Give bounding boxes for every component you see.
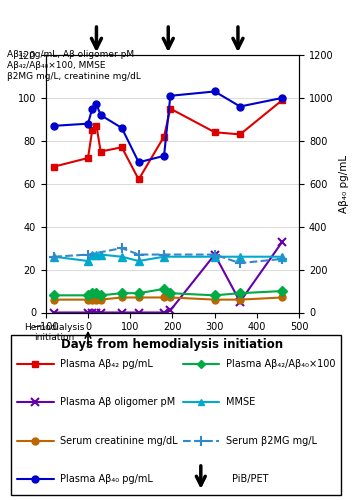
Y-axis label: Aβ₄₀ pg/mL: Aβ₄₀ pg/mL (339, 154, 349, 213)
Text: Plasma Aβ₄₀ pg/mL: Plasma Aβ₄₀ pg/mL (60, 474, 153, 484)
Text: Aβ₄₂ pg/mL, Aβ oligomer pM: Aβ₄₂ pg/mL, Aβ oligomer pM (7, 50, 134, 59)
Text: Hemodialysis
initiation: Hemodialysis initiation (24, 322, 85, 342)
X-axis label: Days from hemodialysis initiation: Days from hemodialysis initiation (61, 338, 284, 351)
Text: Plasma Aβ oligomer pM: Plasma Aβ oligomer pM (60, 397, 175, 407)
Text: Aβ₄₂/Aβ₄₀×100, MMSE: Aβ₄₂/Aβ₄₀×100, MMSE (7, 61, 106, 70)
Text: Plasma Aβ₄₂/Aβ₄₀×100: Plasma Aβ₄₂/Aβ₄₀×100 (226, 359, 335, 369)
Text: PiB/PET: PiB/PET (232, 474, 269, 484)
Text: β2MG mg/L, creatinine mg/dL: β2MG mg/L, creatinine mg/dL (7, 72, 141, 81)
Text: Serum β2MG mg/L: Serum β2MG mg/L (226, 436, 317, 446)
Text: Serum creatinine mg/dL: Serum creatinine mg/dL (60, 436, 178, 446)
Text: Plasma Aβ₄₂ pg/mL: Plasma Aβ₄₂ pg/mL (60, 359, 153, 369)
Text: MMSE: MMSE (226, 397, 255, 407)
